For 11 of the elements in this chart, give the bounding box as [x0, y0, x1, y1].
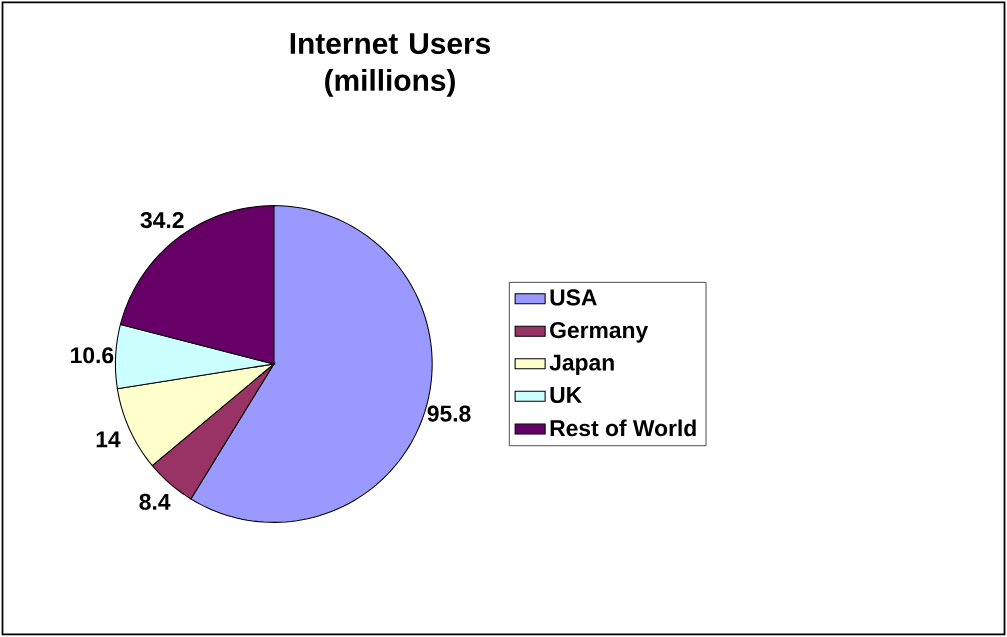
data-label: 14 [96, 431, 121, 448]
data-label: 8.4 [139, 493, 171, 510]
data-label: 10.6 [71, 347, 114, 364]
data-label: 34.2 [140, 211, 184, 229]
legend-label: USA [550, 289, 597, 306]
legend-label: Rest of World [550, 419, 696, 437]
chart-title: Internet Users (millions) [290, 33, 491, 97]
legend-label: UK [550, 387, 582, 404]
legend-label: Japan [549, 354, 614, 376]
legend-label: Germany [550, 322, 649, 343]
data-label: 95.8 [427, 405, 471, 422]
